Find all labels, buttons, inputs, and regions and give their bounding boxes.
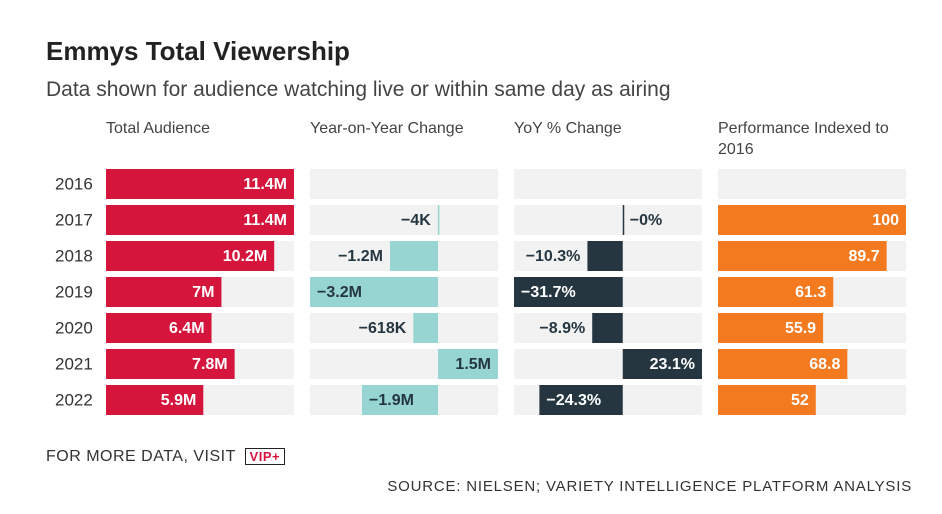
- row-background: [514, 169, 702, 199]
- bar: [718, 385, 816, 415]
- footer-text: FOR MORE DATA, VISIT: [46, 448, 236, 465]
- value-label: −10.3%: [526, 248, 581, 265]
- row-background: [310, 205, 498, 235]
- value-label: 11.4M: [243, 176, 287, 193]
- year-label: 2021: [55, 354, 93, 373]
- year-label: 2018: [55, 246, 93, 265]
- value-label: 6.4M: [169, 320, 205, 337]
- bar: [622, 205, 625, 235]
- bar: [539, 385, 623, 415]
- bar: [106, 385, 204, 415]
- logo[interactable]: VIP+: [244, 448, 286, 465]
- bar: [106, 241, 275, 271]
- value-label: −4K: [401, 212, 431, 229]
- source: SOURCE: NIELSEN; VARIETY INTELLIGENCE PL…: [387, 478, 912, 495]
- value-label: 100: [872, 212, 899, 229]
- bar: [438, 349, 498, 379]
- bar: [106, 313, 212, 343]
- bar: [587, 241, 623, 271]
- bar: [106, 205, 294, 235]
- title: Emmys Total Viewership: [46, 36, 350, 66]
- bar: [106, 349, 235, 379]
- value-label: 61.3: [795, 284, 826, 301]
- value-label: −31.7%: [521, 284, 576, 301]
- value-label: 10.2M: [223, 248, 267, 265]
- value-label: −8.9%: [539, 320, 585, 337]
- year-label: 2022: [55, 390, 93, 409]
- bar: [718, 241, 887, 271]
- value-label: 89.7: [848, 248, 879, 265]
- value-label: −1.2M: [338, 248, 383, 265]
- row-background: [310, 313, 498, 343]
- footer: FOR MORE DATA, VISIT VIP+: [46, 448, 286, 466]
- value-label: 1.5M: [455, 356, 491, 373]
- subtitle: Data shown for audience watching live or…: [46, 78, 671, 101]
- value-label: 23.1%: [650, 356, 695, 373]
- row-background: [514, 205, 702, 235]
- bar: [592, 313, 623, 343]
- value-label: 7.8M: [192, 356, 228, 373]
- value-label: −3.2M: [317, 284, 362, 301]
- panel-header: YoY % Change: [514, 120, 622, 137]
- bar: [310, 277, 438, 307]
- value-label: 5.9M: [161, 392, 197, 409]
- value-label: 11.4M: [243, 212, 287, 229]
- value-label: −24.3%: [546, 392, 601, 409]
- bar: [718, 349, 848, 379]
- value-label: −618K: [359, 320, 407, 337]
- row-background: [718, 169, 906, 199]
- bar: [413, 313, 438, 343]
- bar: [718, 277, 834, 307]
- panel-header: Year-on-Year Change: [310, 120, 464, 137]
- value-label: 68.8: [809, 356, 840, 373]
- bar: [437, 205, 440, 235]
- bar: [622, 349, 702, 379]
- bar: [106, 277, 222, 307]
- panel-header: Total Audience: [106, 120, 211, 137]
- bar: [390, 241, 438, 271]
- panel-header: Performance Indexed to 2016: [718, 120, 889, 158]
- value-label: −0%: [630, 212, 662, 229]
- bar: [362, 385, 438, 415]
- year-label: 2020: [55, 318, 93, 337]
- year-label: 2017: [55, 210, 93, 229]
- year-label: 2016: [55, 174, 93, 193]
- row-background: [310, 169, 498, 199]
- bar: [106, 169, 294, 199]
- bar: [718, 205, 906, 235]
- bar: [514, 277, 623, 307]
- value-label: −1.9M: [369, 392, 414, 409]
- bar: [718, 313, 824, 343]
- year-label: 2019: [55, 282, 93, 301]
- value-label: 7M: [192, 284, 214, 301]
- value-label: 52: [791, 392, 809, 409]
- value-label: 55.9: [785, 320, 816, 337]
